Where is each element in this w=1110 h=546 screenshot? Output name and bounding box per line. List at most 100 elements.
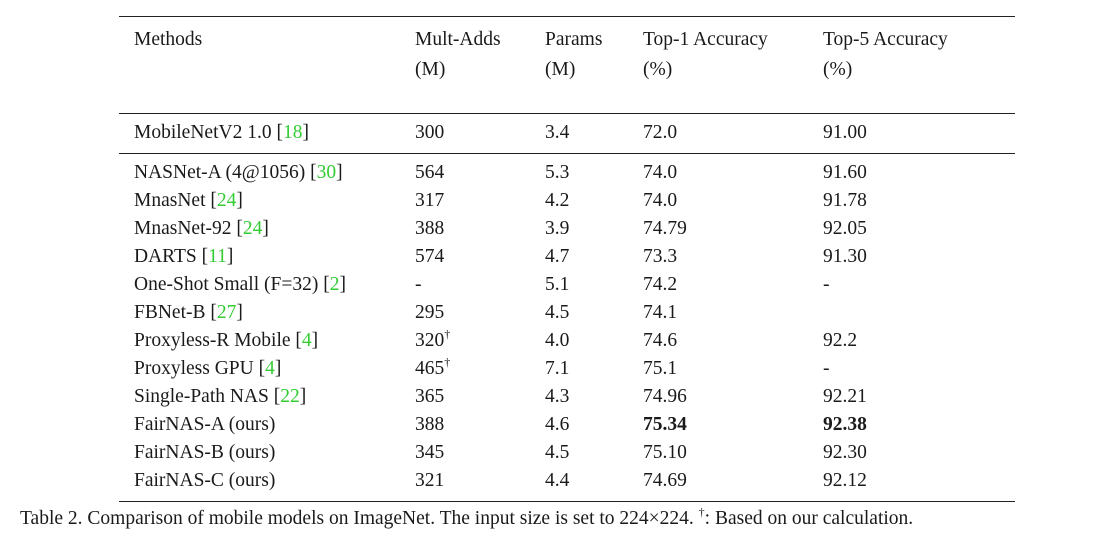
header-rule <box>119 113 1015 114</box>
citation-link[interactable]: 30 <box>316 162 337 183</box>
citation-open: [ <box>201 246 209 267</box>
top1-cell: 75.10 <box>643 442 687 463</box>
params-cell: 4.0 <box>545 330 570 351</box>
citation-close: ] <box>302 122 309 143</box>
method-name: FairNAS-A (ours) <box>119 411 415 439</box>
mult-adds-value: 320 <box>415 330 445 351</box>
header-mult-adds: Mult-Adds <box>415 29 501 50</box>
table-caption: Table 2. Comparison of mobile models on … <box>20 505 914 530</box>
params-cell: 4.4 <box>545 470 570 491</box>
mult-adds-cell: 300 <box>415 119 545 147</box>
header-top5-unit: (%) <box>823 59 853 80</box>
params-cell: 5.1 <box>545 274 570 295</box>
mult-adds-value: 574 <box>415 246 445 267</box>
table-row: FBNet-B [27] 295 4.5 74.1 <box>119 299 1015 327</box>
method-name: One-Shot Small (F=32) [2] <box>119 271 415 299</box>
mult-adds-value: - <box>415 274 422 295</box>
header-top1-unit: (%) <box>643 59 673 80</box>
method-name: MobileNetV2 1.0 [18] <box>119 119 415 147</box>
baseline-section: MobileNetV2 1.0 [18] 300 3.4 72.0 91.00 <box>119 114 1015 153</box>
method-name: FairNAS-C (ours) <box>119 467 415 495</box>
citation-open: [ <box>310 162 317 183</box>
citation-close: ] <box>274 358 282 379</box>
citation-link[interactable]: 22 <box>280 386 300 407</box>
table-row: MnasNet-92 [24] 388 3.9 74.79 92.05 <box>119 215 1015 243</box>
citation-link[interactable]: 24 <box>216 190 237 211</box>
caption-dagger: † <box>698 505 705 519</box>
citation-open: [ <box>276 122 283 143</box>
top1-cell: 72.0 <box>643 122 678 143</box>
table-row: FairNAS-A (ours) 388 4.6 75.34 92.38 <box>119 411 1015 439</box>
top5-cell: 92.2 <box>823 330 858 351</box>
top5-cell: 91.78 <box>823 190 867 211</box>
citation-close: ] <box>236 190 243 211</box>
mult-adds-value: 345 <box>415 442 445 463</box>
method-name: NASNet-A (4@1056) [30] <box>119 159 415 187</box>
citation-link[interactable]: 11 <box>208 246 227 267</box>
top1-cell: 75.34 <box>643 414 687 435</box>
mult-adds-cell: 564 <box>415 159 545 187</box>
method-name: FBNet-B [27] <box>119 299 415 327</box>
citation-open: [ <box>210 302 217 323</box>
mult-adds-cell: 321 <box>415 467 545 495</box>
table-row: DARTS [11] 574 4.7 73.3 91.30 <box>119 243 1015 271</box>
caption-note: : Based on our calculation. <box>704 508 914 529</box>
method-name: Single-Path NAS [22] <box>119 383 415 411</box>
table-row: FairNAS-B (ours) 345 4.5 75.10 92.30 <box>119 439 1015 467</box>
top5-cell: 91.60 <box>823 162 867 183</box>
method-label: FairNAS-A (ours) <box>134 414 276 435</box>
top5-cell: 92.21 <box>823 386 867 407</box>
top1-cell: 74.6 <box>643 330 678 351</box>
method-name: MnasNet [24] <box>119 187 415 215</box>
citation-link[interactable]: 4 <box>265 358 275 379</box>
citation-link[interactable]: 24 <box>242 218 263 239</box>
top5-cell: 92.05 <box>823 218 867 239</box>
method-label: FairNAS-B (ours) <box>134 442 276 463</box>
citation-link[interactable]: 4 <box>301 330 312 351</box>
method-name: MnasNet-92 [24] <box>119 215 415 243</box>
citation-link[interactable]: 18 <box>282 122 303 143</box>
citation-close: ] <box>339 274 346 295</box>
method-label: NASNet-A (4@1056) <box>134 162 311 183</box>
top5-cell: 92.30 <box>823 442 867 463</box>
params-cell: 4.7 <box>545 246 570 267</box>
citation-open: [ <box>210 190 217 211</box>
top1-cell: 74.0 <box>643 190 678 211</box>
header-methods-unit <box>119 55 415 85</box>
top5-cell <box>823 299 1015 327</box>
section-rule <box>119 153 1015 154</box>
table-row: Proxyless-R Mobile [4] 320† 4.0 74.6 92.2 <box>119 327 1015 355</box>
table-row: FairNAS-C (ours) 321 4.4 74.69 92.12 <box>119 467 1015 495</box>
top5-cell: - <box>823 358 830 379</box>
top5-cell: 92.12 <box>823 470 867 491</box>
header-top1: Top-1 Accuracy <box>643 29 768 50</box>
citation-open: [ <box>258 358 266 379</box>
mult-adds-value: 388 <box>415 218 445 239</box>
header-params-unit: (M) <box>545 59 576 80</box>
params-cell: 4.3 <box>545 386 570 407</box>
mult-adds-value: 465 <box>415 358 445 379</box>
mult-adds-cell: 388 <box>415 215 545 243</box>
citation-close: ] <box>299 386 307 407</box>
citation-link[interactable]: 2 <box>329 274 340 295</box>
citation-close: ] <box>311 330 319 351</box>
citation-link[interactable]: 27 <box>216 302 237 323</box>
header-top5: Top-5 Accuracy <box>823 29 948 50</box>
top5-cell: 91.30 <box>823 246 867 267</box>
table-row: MnasNet [24] 317 4.2 74.0 91.78 <box>119 187 1015 215</box>
params-cell: 4.6 <box>545 414 570 435</box>
header-line-1: Methods Mult-Adds Params Top-1 Accuracy … <box>119 25 1015 55</box>
top1-cell: 74.0 <box>643 162 678 183</box>
mult-adds-cell: 388 <box>415 411 545 439</box>
mult-adds-cell: 295 <box>415 299 545 327</box>
top1-cell: 74.69 <box>643 470 687 491</box>
header-mult-adds-unit: (M) <box>415 59 446 80</box>
table-header: Methods Mult-Adds Params Top-1 Accuracy … <box>119 17 1015 113</box>
params-cell: 4.2 <box>545 190 570 211</box>
method-label: DARTS <box>134 246 202 267</box>
method-name: DARTS [11] <box>119 243 415 271</box>
dagger-mark: † <box>444 327 451 341</box>
table-row: NASNet-A (4@1056) [30] 564 5.3 74.0 91.60 <box>119 159 1015 187</box>
top5-cell: - <box>823 274 830 295</box>
top5-cell: 92.38 <box>823 414 867 435</box>
